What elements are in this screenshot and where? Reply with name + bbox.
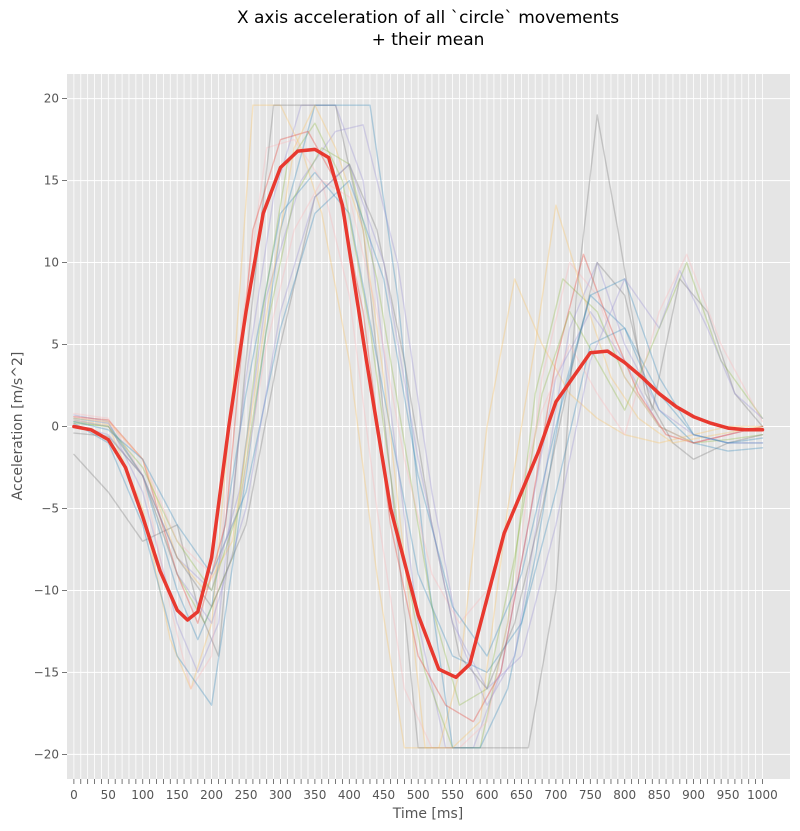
y-tick-label: 15 <box>44 174 59 188</box>
y-tick-label: −10 <box>34 583 59 597</box>
series-line-10 <box>73 104 764 749</box>
x-tick-label: 950 <box>717 788 740 802</box>
x-tick-label: 150 <box>166 788 189 802</box>
x-tick-label: 300 <box>269 788 292 802</box>
series-line-2 <box>73 104 764 749</box>
y-axis: −20 −15 −10 −5 0 5 10 15 20 <box>34 92 67 761</box>
chart-title: X axis acceleration of all `circle` move… <box>237 8 619 28</box>
series-line-5 <box>73 138 764 749</box>
grid <box>67 74 790 779</box>
x-tick-label: 500 <box>407 788 430 802</box>
series-line-9 <box>73 124 764 706</box>
y-tick-label: −20 <box>34 747 59 761</box>
x-tick-label: 650 <box>510 788 533 802</box>
y-tick-label: −5 <box>41 501 59 515</box>
x-axis-label: Time [ms] <box>392 806 464 822</box>
series-line-6 <box>73 104 764 749</box>
x-tick-label: 400 <box>338 788 361 802</box>
series-line-12 <box>73 179 764 624</box>
series-layer <box>72 104 765 749</box>
y-tick-label: 10 <box>44 256 59 270</box>
x-tick-label: 900 <box>682 788 705 802</box>
x-axis: 0 50 100 150 200 250 300 350 400 450 500 550 600 650 7… <box>70 779 778 802</box>
series-line-15 <box>73 163 764 690</box>
x-tick-label: 350 <box>303 788 326 802</box>
x-tick-label: 0 <box>70 788 78 802</box>
x-tick-label: 700 <box>544 788 567 802</box>
x-tick-label: 600 <box>476 788 499 802</box>
x-tick-label: 450 <box>372 788 395 802</box>
y-tick-label: 20 <box>44 92 59 106</box>
series-line-mean <box>72 147 765 680</box>
y-tick-label: 0 <box>51 420 59 434</box>
x-tick-label: 1000 <box>747 788 778 802</box>
x-tick-label: 100 <box>131 788 154 802</box>
series-line-8 <box>73 130 764 723</box>
x-tick-label: 550 <box>441 788 464 802</box>
chart-subtitle: + their mean <box>372 30 485 50</box>
series-line-1 <box>73 171 764 674</box>
x-tick-label: 750 <box>579 788 602 802</box>
series-line-13 <box>73 163 764 690</box>
x-tick-label: 800 <box>613 788 636 802</box>
x-tick-label: 200 <box>200 788 223 802</box>
y-tick-label: 5 <box>51 338 59 352</box>
series-line-7 <box>73 104 764 749</box>
x-tick-label: 250 <box>235 788 258 802</box>
series-line-14 <box>73 179 764 657</box>
series-line-4 <box>73 122 764 749</box>
x-tick-label: 50 <box>101 788 116 802</box>
series-line-3 <box>73 104 764 749</box>
x-tick-label: 850 <box>648 788 671 802</box>
y-tick-label: −15 <box>34 665 59 679</box>
y-axis-label: Acceleration [m/s^2] <box>10 352 26 501</box>
